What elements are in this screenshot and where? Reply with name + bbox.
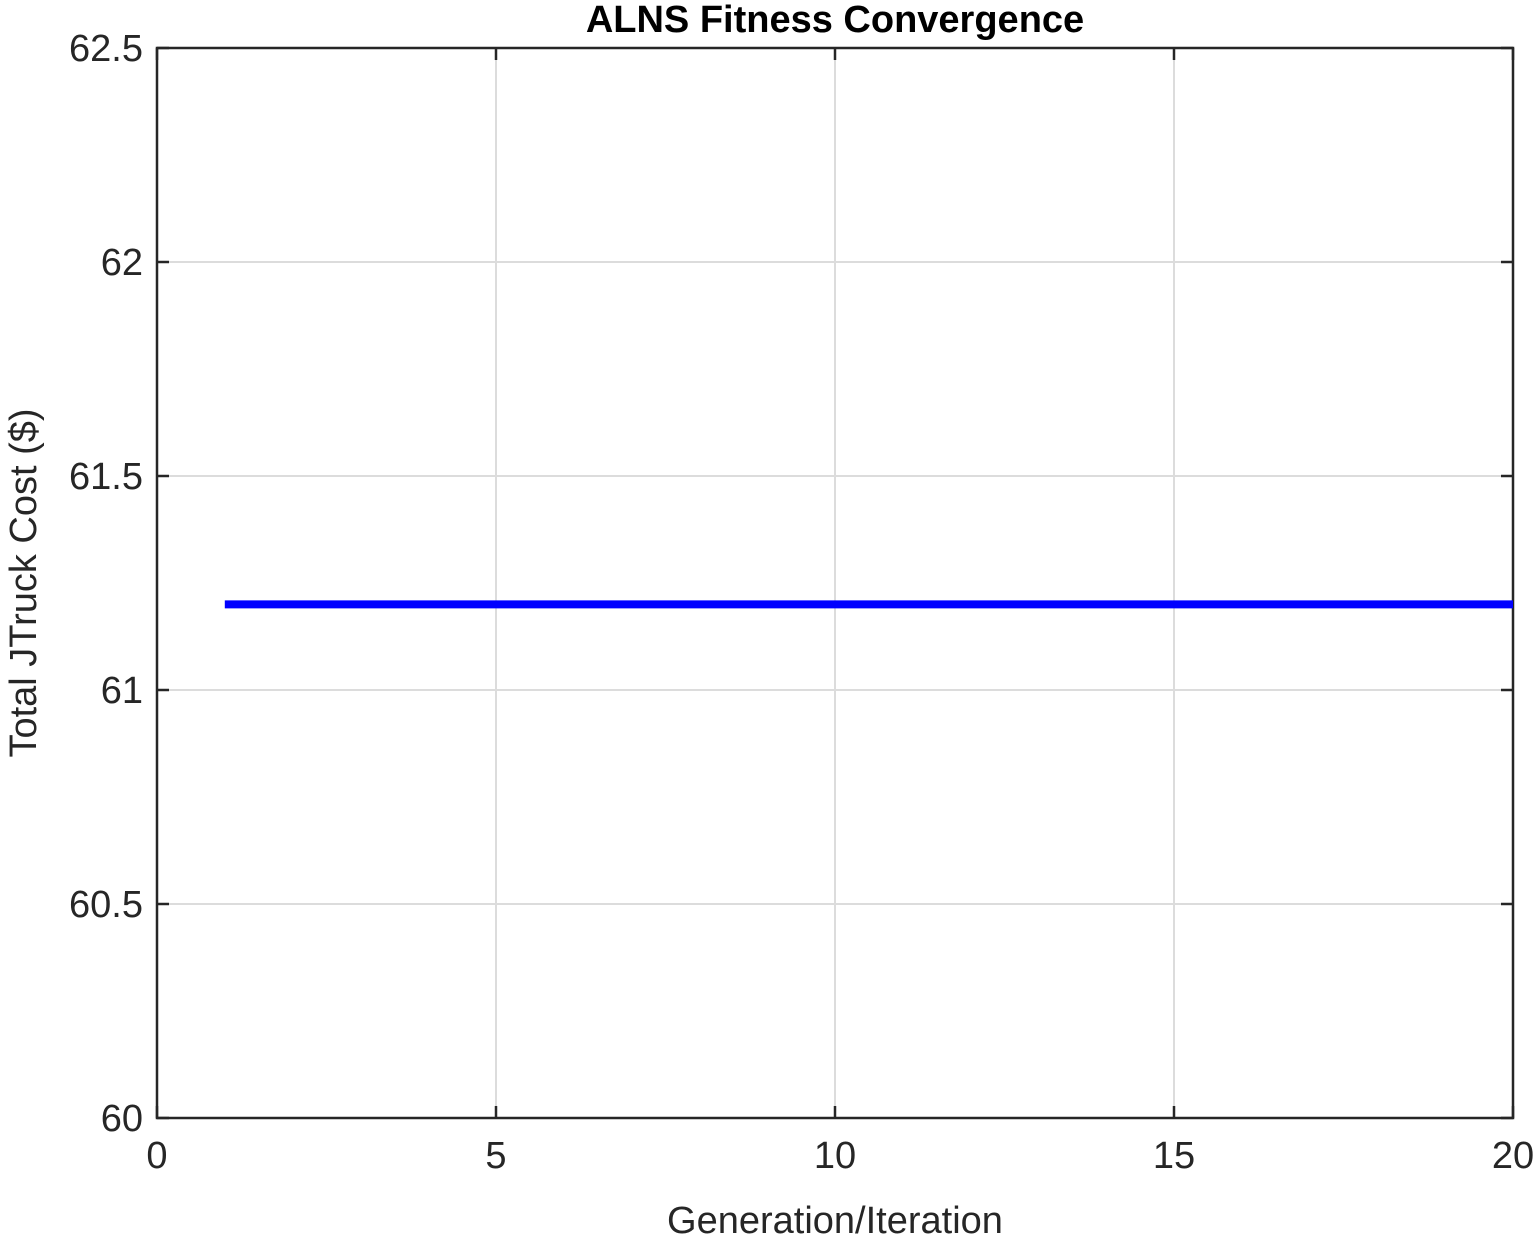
x-axis-label: Generation/Iteration — [667, 1200, 1003, 1239]
y-tick-label: 62 — [101, 242, 143, 284]
x-tick-label: 10 — [814, 1135, 856, 1177]
x-tick-label: 5 — [485, 1135, 506, 1177]
y-tick-label: 60.5 — [69, 884, 143, 926]
ticks-layer: 0 5 10 15 20 60 60.5 61 61.5 62 62.5 — [69, 28, 1534, 1177]
x-tick-label: 0 — [146, 1135, 167, 1177]
x-tick-label: 20 — [1492, 1135, 1534, 1177]
y-tick-label: 60 — [101, 1098, 143, 1140]
y-tick-label: 61.5 — [69, 456, 143, 498]
y-axis-label: Total JTruck Cost ($) — [3, 408, 45, 757]
chart-title: ALNS Fitness Convergence — [586, 0, 1084, 41]
grid-layer — [157, 48, 1513, 1118]
y-tick-label: 61 — [101, 670, 143, 712]
y-tick-label: 62.5 — [69, 28, 143, 70]
x-tick-label: 15 — [1153, 1135, 1195, 1177]
